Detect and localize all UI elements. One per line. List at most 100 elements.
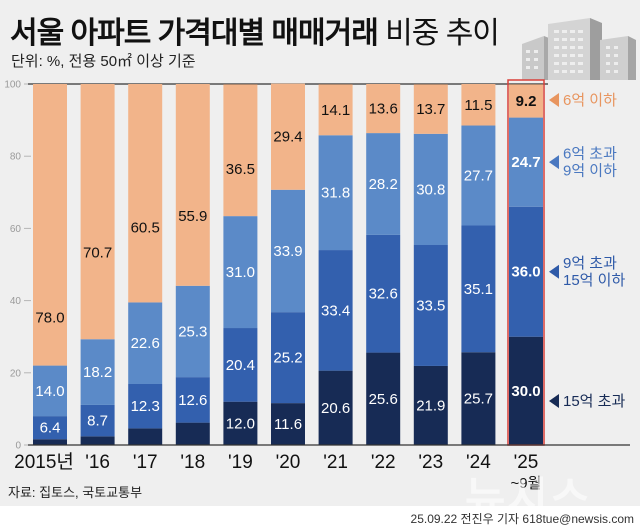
bar-segment-6_to_9 <box>175 285 210 378</box>
bar-segment-6_to_9 <box>318 135 353 251</box>
y-tick-label: 0 <box>15 441 21 452</box>
bar-segment-under_6 <box>223 84 258 217</box>
legend-arrow-icon <box>549 264 559 279</box>
bar-segment-under_6 <box>80 84 115 340</box>
x-tick-label: '16 <box>85 452 110 473</box>
data-label: 33.9 <box>273 243 302 260</box>
bar-segment-6_to_9 <box>413 133 448 246</box>
y-tick-label: 100 <box>4 80 21 91</box>
stacked-bar-chart: 0 20 40 60 80 100 6.4 14.0 78.0 8.7 18.2 70.7 12.3 2… <box>4 79 630 492</box>
bar-segment-6_to_9 <box>80 339 115 405</box>
bar-segment-over_15 <box>366 352 401 445</box>
bar-segment-6_to_9 <box>33 365 67 417</box>
x-tick-sublabel: ~9월 <box>511 475 542 492</box>
bar-segment-9_to_15 <box>80 404 115 437</box>
x-tick-label: '21 <box>323 452 348 473</box>
data-label: 27.7 <box>464 168 493 185</box>
y-tick-label: 80 <box>10 152 22 163</box>
bar-segment-9_to_15 <box>175 377 210 423</box>
data-label: 32.6 <box>369 286 398 303</box>
bar-segment-over_15 <box>461 352 496 445</box>
data-label: 13.7 <box>416 101 445 118</box>
x-axis: 2015년 '16 '17 '18 '19 '20 '21 '22 '23 '24 '25 ~9월 <box>14 444 630 492</box>
chart-title: 서울 아파트 가격대별 매매거래 비중 추이 <box>10 8 500 52</box>
bar-segment-over_15 <box>175 422 210 445</box>
data-label: 25.2 <box>273 350 302 367</box>
data-label: 30.8 <box>416 181 445 198</box>
legend-label: 15억 초과 <box>563 393 625 410</box>
bar-segment-6_to_9 <box>366 133 401 235</box>
bar-segment-9_to_15 <box>33 416 67 440</box>
data-label: 31.0 <box>226 264 255 281</box>
data-label: 31.8 <box>321 185 350 202</box>
bar-segment-under_6 <box>509 84 543 118</box>
x-tick-label: '19 <box>228 452 253 473</box>
data-label: 20.6 <box>321 400 350 417</box>
data-label: 25.7 <box>464 391 493 408</box>
x-tick-label: '23 <box>418 452 443 473</box>
bar-segment-9_to_15 <box>271 312 305 404</box>
data-label: 36.5 <box>226 161 255 178</box>
data-label: 29.4 <box>273 129 302 146</box>
bar-segment-under_6 <box>271 83 305 190</box>
y-tick-label: 40 <box>10 296 22 307</box>
source-note: 자료: 집토스, 국토교통부 <box>8 485 143 500</box>
bar-segment-9_to_15 <box>509 206 543 337</box>
legend-label: 6억 이하 <box>563 92 617 109</box>
bar-segment-over_15 <box>33 439 67 445</box>
data-label: 55.9 <box>178 208 207 225</box>
data-label: 22.6 <box>131 335 160 352</box>
x-tick-label: '20 <box>276 452 301 473</box>
apartment-buildings-icon <box>522 18 636 80</box>
data-label: 13.6 <box>369 101 398 118</box>
data-label: 9.2 <box>516 93 537 110</box>
bar-segment-over_15 <box>128 428 163 445</box>
x-tick-label: '22 <box>371 452 396 473</box>
data-label: 24.7 <box>511 154 540 171</box>
chart-subtitle: 단위: %, 전용 50㎡ 이상 기준 <box>11 53 196 70</box>
legend-label: 15억 이하 <box>563 272 625 289</box>
x-tick-label: '17 <box>133 452 158 473</box>
bar-segment-6_to_9 <box>271 189 305 313</box>
bar-segment-over_15 <box>509 336 543 445</box>
data-label: 21.9 <box>416 397 445 414</box>
title-bold: 서울 아파트 가격대별 매매거래 <box>10 17 379 50</box>
data-label: 78.0 <box>35 309 64 326</box>
bar-segment-6_to_9 <box>461 125 496 226</box>
bar-segment-under_6 <box>128 84 163 303</box>
y-tick-label: 20 <box>10 368 22 379</box>
bar-segment-9_to_15 <box>128 383 163 429</box>
bar-segment-over_15 <box>413 365 448 445</box>
bar-segment-under_6 <box>461 84 496 126</box>
bar-segment-over_15 <box>318 370 353 445</box>
x-tick-label: 2015년 <box>14 451 74 473</box>
bar-segment-9_to_15 <box>366 234 401 353</box>
data-label: 25.6 <box>369 391 398 408</box>
legend-label: 6억 초과 <box>563 146 617 163</box>
data-label: 60.5 <box>131 220 160 237</box>
bar-segment-9_to_15 <box>461 225 496 353</box>
bar-segment-under_6 <box>318 84 353 136</box>
x-tick-label: '24 <box>466 452 491 473</box>
bar-segment-9_to_15 <box>413 245 448 366</box>
bar-segment-over_15 <box>80 436 115 445</box>
data-label: 12.3 <box>131 398 160 415</box>
bar-segment-over_15 <box>223 401 258 445</box>
legend-label: 9억 이하 <box>563 163 617 180</box>
data-label: 28.2 <box>369 176 398 193</box>
bar-segment-9_to_15 <box>318 250 353 371</box>
data-label: 14.1 <box>321 102 350 119</box>
legend-arrow-icon <box>549 394 559 408</box>
bar-segment-6_to_9 <box>509 117 543 207</box>
bar-segment-over_15 <box>271 403 305 445</box>
data-label: 25.3 <box>178 323 207 340</box>
title-light: 비중 추이 <box>385 17 500 50</box>
credit-line: 25.09.22 전진우 기자 618tue@newsis.com <box>410 512 634 526</box>
bar-segment-under_6 <box>33 84 67 366</box>
data-label: 8.7 <box>87 413 108 430</box>
bar-segment-under_6 <box>366 84 401 134</box>
value-labels: 6.4 14.0 78.0 8.7 18.2 70.7 12.3 22.6 60.5 12.6 25… <box>35 93 540 437</box>
data-label: 35.1 <box>464 281 493 298</box>
bar-segment-6_to_9 <box>223 216 258 329</box>
